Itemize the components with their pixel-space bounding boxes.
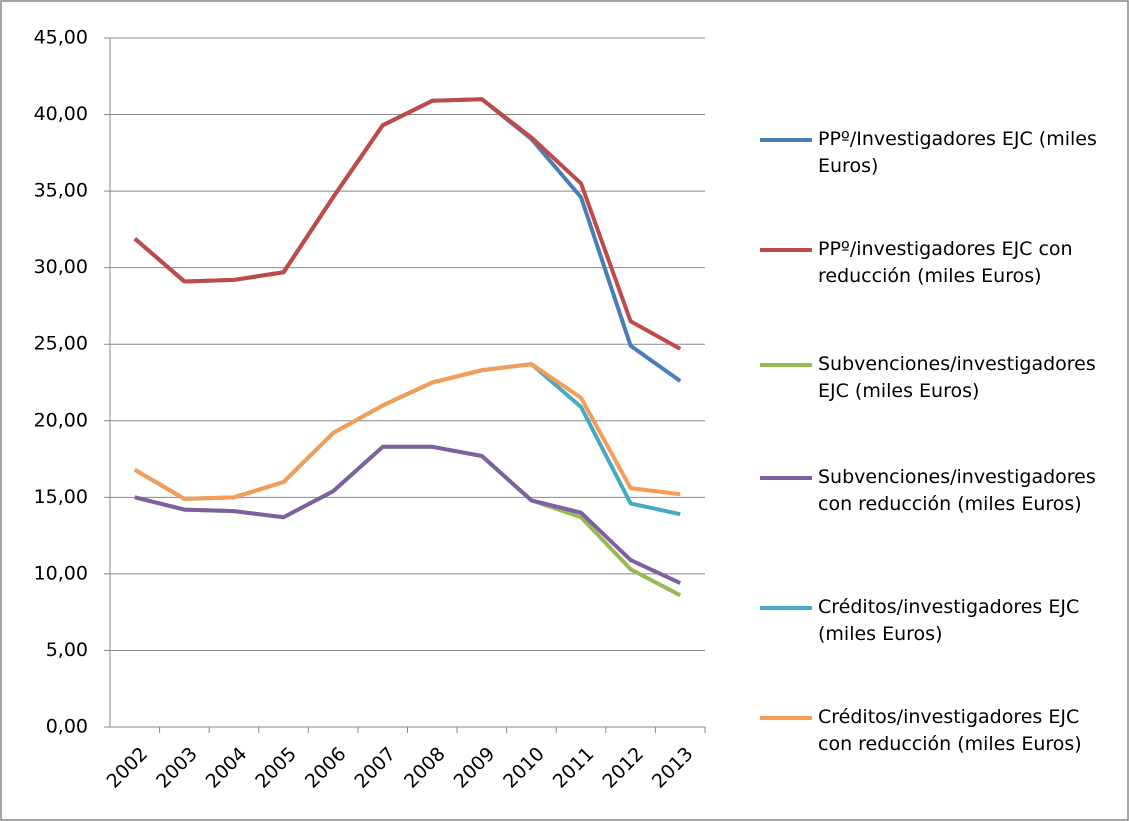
y-tick-label: 10,00 [34,562,88,584]
y-tick-label: 45,00 [34,27,88,49]
legend-item: Subvenciones/investigadores con reducció… [760,464,1120,518]
x-tick-label: 2010 [499,743,549,793]
legend-swatch [760,716,812,720]
x-tick-label: 2003 [152,743,202,793]
legend-swatch [760,363,812,367]
x-tick-label: 2008 [400,743,450,793]
legend-swatch [760,476,812,480]
y-tick-label: 25,00 [34,333,88,355]
y-tick-label: 20,00 [34,409,88,431]
series-line [133,97,682,383]
y-tick-label: 15,00 [34,486,88,508]
series-line [133,362,681,517]
y-tick-label: 0,00 [46,716,88,738]
legend-label: Créditos/investigadores EJC (miles Euros… [818,596,1080,645]
x-tick-label: 2006 [301,743,351,793]
y-tick-label: 40,00 [34,103,88,125]
x-tick-label: 2012 [598,743,648,793]
legend-item: PPº/investigadores EJC con reducción (mi… [760,236,1120,290]
series-line [134,444,682,598]
x-tick-label: 2002 [102,743,152,793]
legend-swatch [760,138,812,142]
legend-label: Subvenciones/investigadores con reducció… [818,466,1096,515]
legend-label: PPº/Investigadores EJC (miles Euros) [818,128,1097,177]
x-tick-label: 2011 [549,743,599,793]
x-tick-label: 2013 [648,743,698,793]
legend-label: Créditos/investigadores EJC con reducció… [818,706,1082,755]
series-line [133,362,681,501]
legend-swatch [760,606,812,610]
legend-label: PPº/investigadores EJC con reducción (mi… [818,238,1073,287]
legend-item: Créditos/investigadores EJC con reducció… [760,704,1120,758]
series-line [133,97,682,351]
x-tick-label: 2004 [202,743,252,793]
y-tick-label: 35,00 [34,180,88,202]
series-line [134,444,682,585]
legend-swatch [760,248,812,252]
y-tick-label: 5,00 [46,639,88,661]
x-tick-label: 2009 [450,743,500,793]
legend-item: Subvenciones/investigadores EJC (miles E… [760,351,1120,405]
x-tick-label: 2005 [251,743,301,793]
legend-label: Subvenciones/investigadores EJC (miles E… [818,353,1096,402]
y-tick-label: 30,00 [34,256,88,278]
x-tick-label: 2007 [350,743,400,793]
legend-item: Créditos/investigadores EJC (miles Euros… [760,594,1120,648]
legend-item: PPº/Investigadores EJC (miles Euros) [760,126,1120,180]
